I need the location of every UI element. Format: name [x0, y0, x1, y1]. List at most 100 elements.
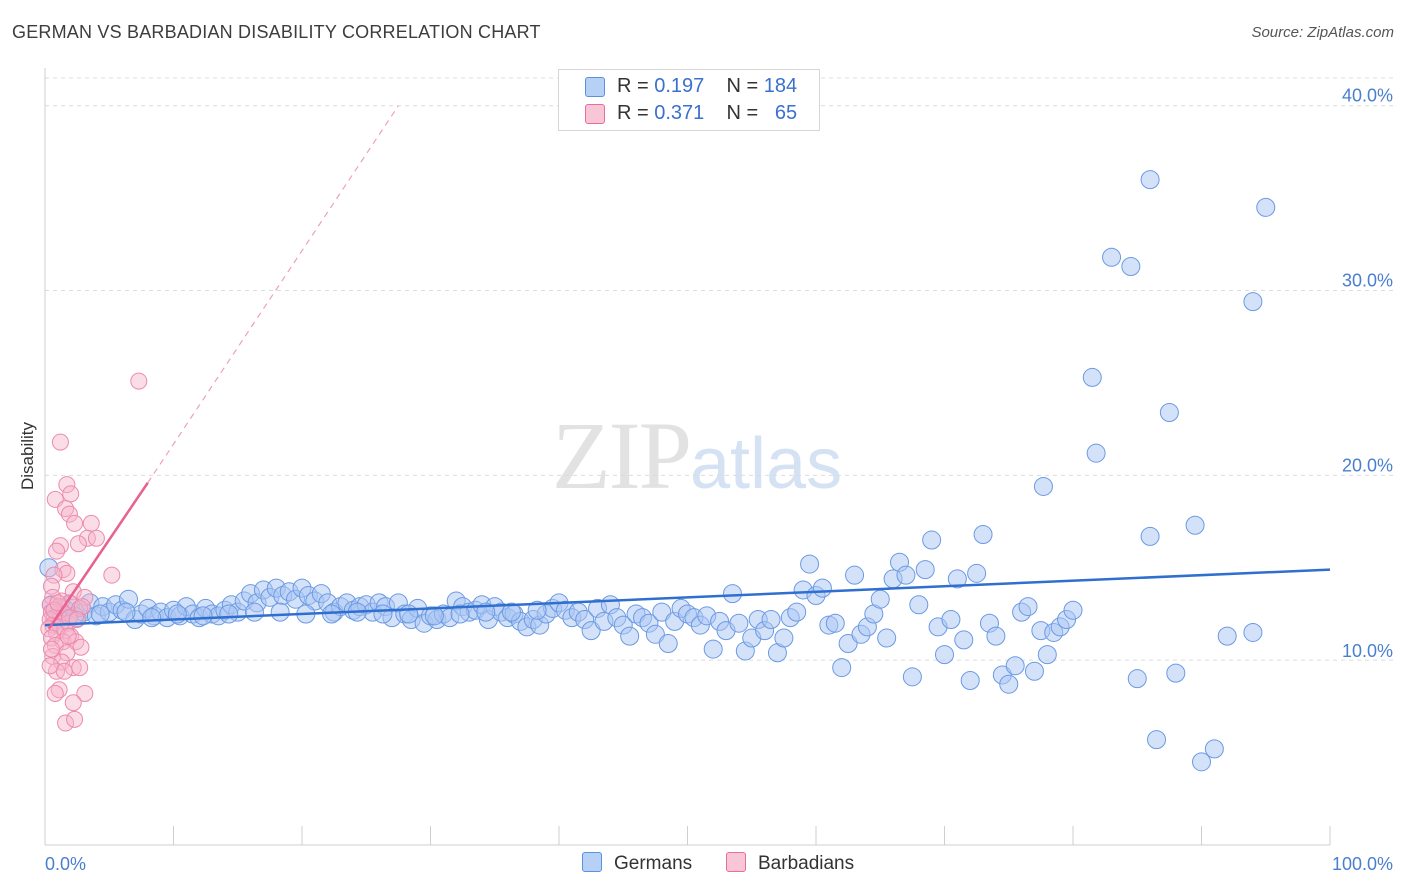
- german-point: [800, 554, 820, 574]
- german-point: [1243, 292, 1263, 312]
- german-point: [1217, 626, 1237, 646]
- german-point: [1037, 645, 1057, 665]
- barbadian-point: [58, 564, 76, 582]
- german-point: [219, 604, 239, 624]
- german-point: [1127, 669, 1147, 689]
- barbadian-point: [64, 659, 82, 677]
- barbadians-legend-label: Barbadians: [758, 853, 855, 874]
- german-point: [1121, 257, 1141, 277]
- germans-legend-label: Germans: [614, 853, 693, 874]
- barbadian-point: [66, 710, 84, 728]
- bottom-legend-barbadians: Barbadians: [726, 852, 854, 875]
- german-point: [1005, 656, 1025, 676]
- y-tick-label: 20.0%: [1342, 455, 1393, 475]
- barbadian-point: [64, 694, 82, 712]
- german-point: [845, 565, 865, 585]
- y-tick-label: 10.0%: [1342, 641, 1393, 661]
- n-label: N =: [726, 75, 759, 97]
- german-point: [973, 525, 993, 545]
- n-label: N =: [726, 102, 759, 124]
- german-point: [729, 613, 749, 633]
- chart-title: GERMAN VS BARBADIAN DISABILITY CORRELATI…: [12, 22, 541, 42]
- german-point: [450, 604, 470, 624]
- german-point: [915, 560, 935, 580]
- german-point: [1140, 170, 1160, 190]
- german-point: [787, 602, 807, 622]
- german-point: [902, 667, 922, 687]
- german-point: [244, 602, 264, 622]
- y-tick-label: 40.0%: [1342, 86, 1393, 106]
- barbadian-point: [62, 485, 80, 503]
- german-point: [986, 626, 1006, 646]
- barbadian-point: [130, 372, 148, 390]
- correlation-legend: R = 0.197 N = 184 R = 0.371 N = 65: [558, 69, 820, 131]
- barbadian-point: [71, 659, 89, 677]
- barbadian-point: [60, 594, 78, 612]
- german-point: [870, 589, 890, 609]
- n-value: 65: [774, 102, 798, 124]
- barbadian-point: [69, 535, 87, 553]
- german-point: [652, 602, 672, 622]
- barbadian-point: [60, 505, 78, 523]
- r-value: 0.371: [654, 102, 705, 124]
- german-point: [1243, 622, 1263, 642]
- barbadian-point: [58, 476, 76, 494]
- watermark-zip: ZIP: [552, 402, 692, 509]
- german-point: [825, 613, 845, 633]
- german-point: [399, 604, 419, 624]
- barbadian-point: [72, 638, 90, 656]
- barbadian-point: [48, 542, 66, 560]
- barbadian-point: [76, 684, 94, 702]
- r-value: 0.197: [654, 75, 705, 97]
- german-point: [954, 630, 974, 650]
- german-point: [941, 610, 961, 630]
- barbadian-point: [87, 529, 105, 547]
- watermark: ZIPatlas: [552, 400, 842, 511]
- german-point: [193, 606, 213, 626]
- r-label: R =: [617, 102, 649, 124]
- barbadian-point: [45, 566, 63, 584]
- german-point: [1185, 515, 1205, 535]
- german-point: [1082, 367, 1102, 387]
- german-point: [1147, 730, 1167, 750]
- german-point: [960, 671, 980, 691]
- german-point: [116, 602, 136, 622]
- german-point: [658, 634, 678, 654]
- n-value: 184: [763, 75, 798, 97]
- german-point: [501, 602, 521, 622]
- german-point: [1086, 443, 1106, 463]
- barbadians-swatch-icon: [585, 104, 605, 124]
- germans-trend-line: [44, 568, 1331, 627]
- german-point: [424, 606, 444, 626]
- german-point: [645, 624, 665, 644]
- german-point: [922, 530, 942, 550]
- barbadian-point: [66, 514, 84, 532]
- barbadian-point: [41, 657, 59, 675]
- german-point: [270, 602, 290, 622]
- german-point: [999, 674, 1019, 694]
- barbadians-trend-line: [47, 482, 149, 630]
- barbadian-point: [103, 566, 121, 584]
- german-point: [832, 658, 852, 678]
- german-point: [877, 628, 897, 648]
- barbadian-point: [55, 662, 73, 680]
- german-point: [476, 602, 496, 622]
- bottom-legend-germans: Germans: [582, 852, 692, 875]
- german-point: [947, 569, 967, 589]
- barbadian-point: [73, 598, 91, 616]
- german-point: [581, 621, 601, 641]
- barbadian-point: [78, 529, 96, 547]
- german-point: [1192, 752, 1211, 772]
- german-point: [838, 634, 858, 654]
- german-point: [1018, 597, 1038, 617]
- german-point: [761, 610, 781, 630]
- x-tick-label: 100.0%: [1332, 854, 1393, 874]
- barbadian-point: [51, 433, 69, 451]
- source-label: Source: ZipAtlas.com: [1251, 24, 1394, 41]
- german-point: [935, 645, 954, 665]
- x-tick-label: 0.0%: [45, 854, 86, 874]
- r-label: R =: [617, 75, 649, 97]
- german-point: [373, 604, 393, 624]
- germans-swatch-icon: [585, 77, 605, 97]
